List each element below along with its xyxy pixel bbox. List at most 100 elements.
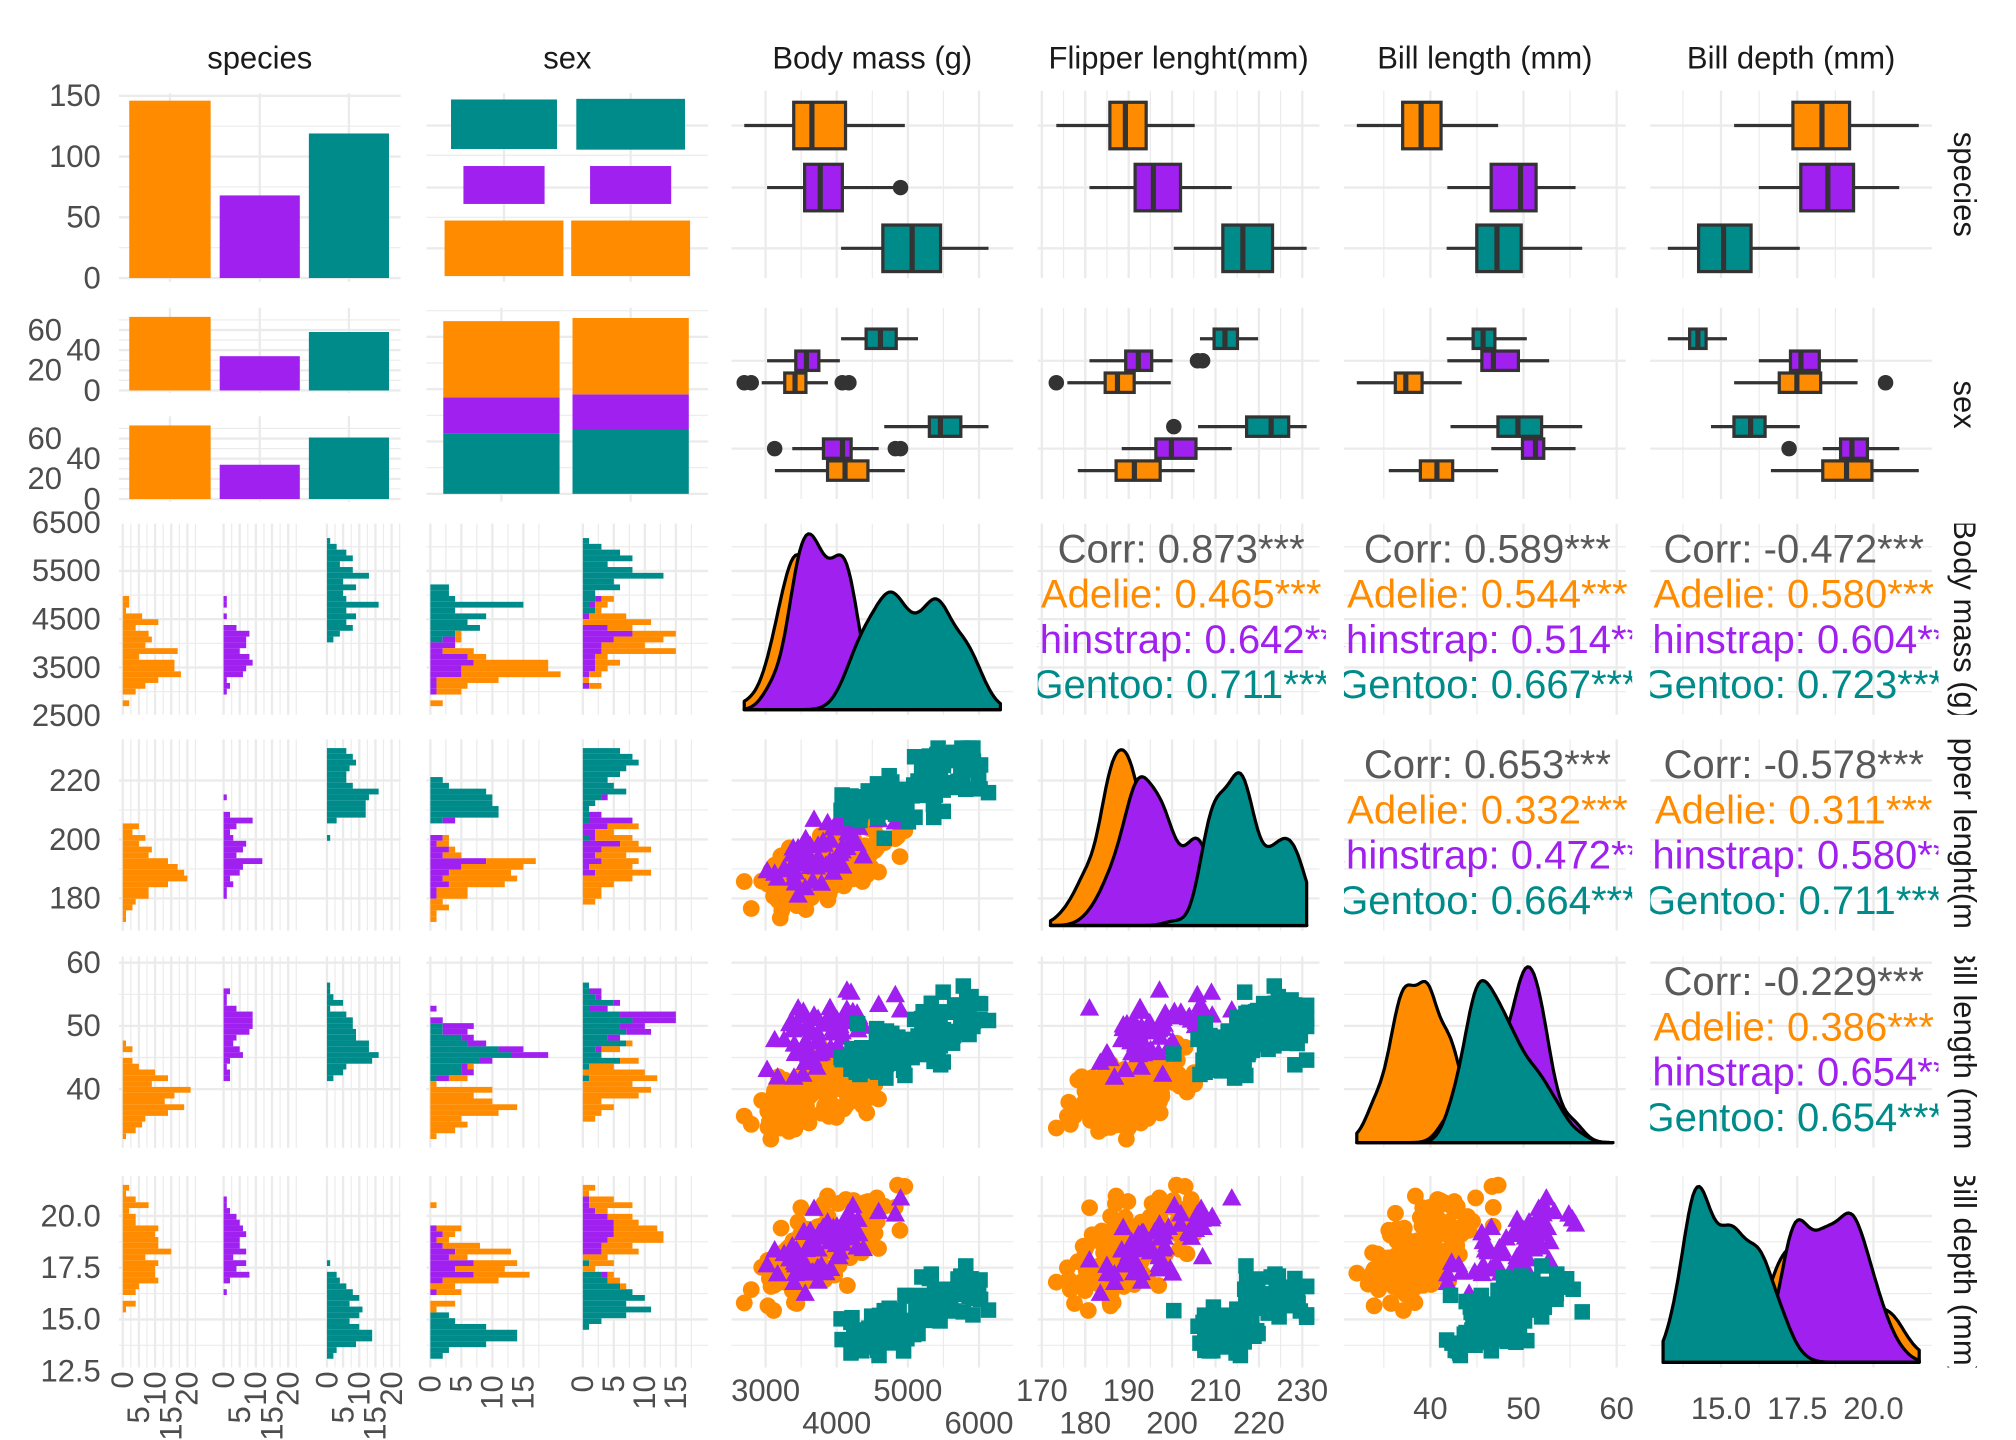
histogram-bar-chinstrap	[223, 1196, 227, 1203]
histogram-bar-chinstrap-male	[582, 659, 596, 666]
histogram-bar-adelie-female	[455, 636, 462, 643]
x-tick-label: 10	[238, 1371, 273, 1405]
correlation-chinstrap: Chinstrap: 0.654***	[1623, 1051, 1964, 1095]
boxplot-chinstrap	[1758, 162, 1900, 213]
histogram-bar-adelie-female	[442, 852, 462, 859]
scatter-panel	[735, 740, 997, 927]
histogram-bar-adelie	[122, 1202, 149, 1209]
histogram-bar-adelie-female	[442, 875, 518, 882]
point-triangle	[1164, 1195, 1185, 1214]
histogram-bar-gentoo-male	[582, 1028, 627, 1035]
point-circle	[1078, 1088, 1096, 1106]
histogram-bar-chinstrap-female	[430, 1289, 437, 1295]
histogram-bar-chinstrap-male	[582, 624, 608, 631]
histogram-bar-gentoo-male	[582, 759, 639, 766]
histogram-bar-gentoo-male	[582, 596, 596, 602]
point-square	[935, 746, 952, 762]
point-triangle	[1531, 1237, 1552, 1255]
point-square	[1215, 1035, 1231, 1052]
point-circle	[1467, 1189, 1485, 1207]
histogram-bar-adelie-male	[582, 1190, 590, 1197]
histogram-bar-chinstrap-male	[589, 835, 596, 841]
point-triangle	[784, 1034, 805, 1052]
histogram-bar-adelie	[122, 1184, 130, 1191]
point-triangle	[800, 1018, 821, 1036]
point-circle	[858, 866, 876, 884]
point-square	[935, 1281, 951, 1297]
point-circle	[1429, 1197, 1447, 1215]
histogram-bar-gentoo-female	[430, 619, 468, 625]
point-square	[915, 752, 931, 768]
histogram-bar-gentoo-female	[430, 584, 449, 591]
histogram-bar-gentoo-male	[582, 811, 590, 818]
point-triangle	[813, 831, 833, 850]
histogram-bar-chinstrap	[223, 1057, 231, 1064]
point-circle	[1151, 1197, 1168, 1215]
histogram-bar-adelie-male	[582, 875, 633, 882]
point-circle	[812, 1104, 830, 1122]
boxplot-adelie-male	[1077, 459, 1195, 482]
correlation-adelie: Adelie: 0.580***	[1653, 573, 1934, 617]
histogram-bar-chinstrap	[223, 858, 263, 864]
histogram-bar-gentoo-female	[430, 1034, 462, 1041]
histogram-bar-adelie-male	[582, 1184, 596, 1191]
point-triangle	[788, 885, 808, 903]
point-triangle	[1079, 1249, 1100, 1268]
correlation-chinstrap: Chinstrap: 0.604***	[1623, 618, 1964, 662]
row-strip: sex	[1947, 381, 1982, 430]
histogram-bar-chinstrap	[223, 1034, 237, 1041]
histogram-bar-gentoo	[326, 1335, 373, 1342]
density-gentoo	[742, 590, 1002, 712]
x-tick-label: 15	[154, 1406, 189, 1440]
point-square	[1192, 1335, 1208, 1351]
histogram-bar-chinstrap-female	[430, 881, 449, 888]
row-strip: Bill depth (mm)	[1947, 1176, 1982, 1367]
point-circle	[1182, 1191, 1200, 1208]
histogram-bar-chinstrap-male	[582, 653, 596, 660]
box-iqr	[1777, 371, 1823, 395]
histogram-bar-adelie-male	[601, 596, 614, 602]
histogram-bar-gentoo-male	[582, 1260, 590, 1267]
column-header: species	[207, 41, 312, 76]
histogram-bar-gentoo-male	[582, 1318, 602, 1324]
histogram-bar-chinstrap	[223, 881, 234, 888]
point-circle	[1168, 1176, 1185, 1194]
x-tick-label: 15	[658, 1375, 693, 1409]
histogram-bar-adelie-female	[430, 1283, 456, 1290]
x-tick-label: 6000	[945, 1405, 1014, 1440]
histogram-bar-adelie-male	[607, 823, 639, 830]
histogram-bar-chinstrap-male	[582, 1196, 590, 1203]
correlation-chinstrap: Chinstrap: 0.580***	[1623, 834, 1964, 878]
histogram-bar-gentoo-female	[430, 1323, 487, 1330]
histogram-bar-chinstrap-female	[430, 875, 443, 882]
point-triangle	[820, 850, 840, 869]
histogram-bar-chinstrap-male	[582, 613, 590, 620]
point-square	[1442, 1287, 1459, 1304]
histogram-bar-gentoo	[326, 555, 353, 562]
histogram-bar-adelie-male	[582, 1115, 596, 1122]
y-tick-label: 20.0	[40, 1198, 100, 1233]
point-circle	[816, 1082, 834, 1100]
point-triangle	[782, 1012, 802, 1031]
x-tick-label: 200	[1146, 1405, 1198, 1440]
point-square	[925, 1035, 942, 1052]
point-triangle	[782, 1236, 802, 1254]
histogram-bar-adelie-female	[461, 671, 561, 678]
point-circle	[858, 1104, 876, 1122]
histogram-bar-adelie-male	[582, 1098, 602, 1105]
point-square	[1235, 1052, 1252, 1068]
histogram-bar-adelie	[122, 1260, 159, 1267]
boxplot-adelie-male	[1388, 459, 1499, 482]
histogram-bar-gentoo	[326, 543, 337, 550]
histogram-bar-chinstrap	[223, 1202, 227, 1209]
histogram-bar-adelie-female	[436, 677, 499, 683]
point-triangle	[1104, 1067, 1125, 1085]
histogram-bar-adelie	[122, 1115, 146, 1122]
histogram-bar-chinstrap	[223, 794, 227, 801]
point-square	[1298, 1278, 1315, 1295]
histogram-bar-adelie	[122, 1069, 156, 1076]
histogram-bar-adelie	[122, 852, 149, 859]
histogram-bar-chinstrap-male	[595, 596, 602, 602]
histogram-bar-adelie-male	[582, 1104, 614, 1111]
correlation-overall: Corr: 0.873***	[1058, 527, 1305, 571]
